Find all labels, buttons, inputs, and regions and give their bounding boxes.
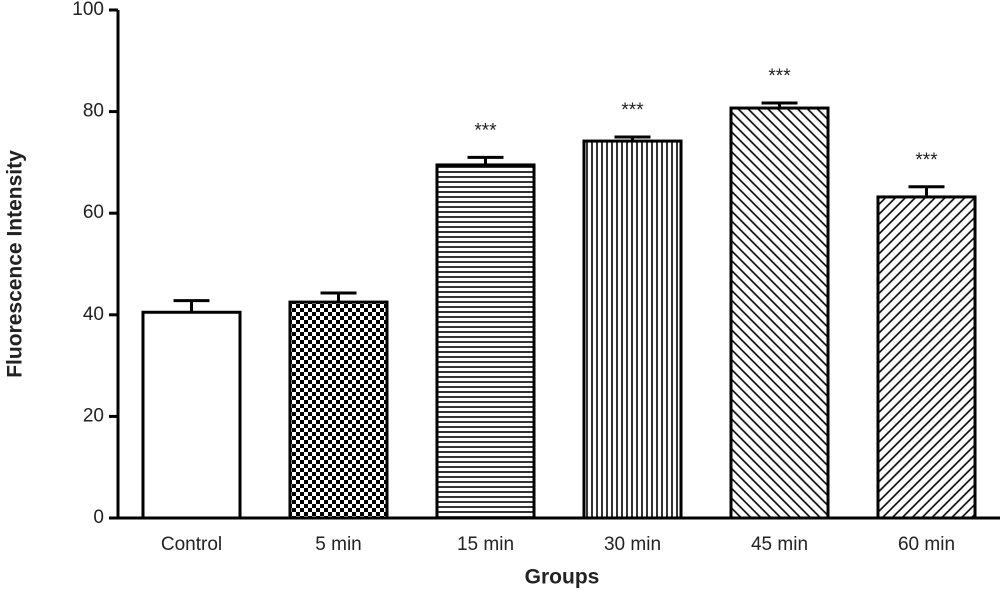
- y-axis-label: Fluorescence Intensity: [4, 150, 27, 378]
- x-axis-label: Groups: [525, 566, 600, 589]
- significance-label: ***: [915, 150, 938, 171]
- y-tick-label: 60: [83, 202, 104, 223]
- bar: [876, 195, 977, 520]
- significance-label: ***: [768, 66, 791, 87]
- y-tick-label: 20: [83, 405, 104, 426]
- bar: [288, 300, 389, 520]
- significance-label: ***: [474, 120, 497, 141]
- significance-label: ***: [621, 100, 644, 121]
- bar: [582, 139, 683, 520]
- y-tick-label: 0: [93, 507, 104, 528]
- y-tick-label: 80: [83, 101, 104, 122]
- x-tick-label: Control: [161, 534, 222, 555]
- bar: [729, 106, 830, 520]
- x-tick-label: 5 min: [315, 534, 361, 555]
- bar: [141, 310, 242, 520]
- x-tick-label: 30 min: [604, 534, 661, 555]
- x-tick-label: 45 min: [751, 534, 808, 555]
- bar: [435, 163, 536, 520]
- y-tick-label: 40: [83, 304, 104, 325]
- x-tick-label: 15 min: [457, 534, 514, 555]
- x-tick-label: 60 min: [898, 534, 955, 555]
- y-tick-label: 100: [72, 0, 104, 20]
